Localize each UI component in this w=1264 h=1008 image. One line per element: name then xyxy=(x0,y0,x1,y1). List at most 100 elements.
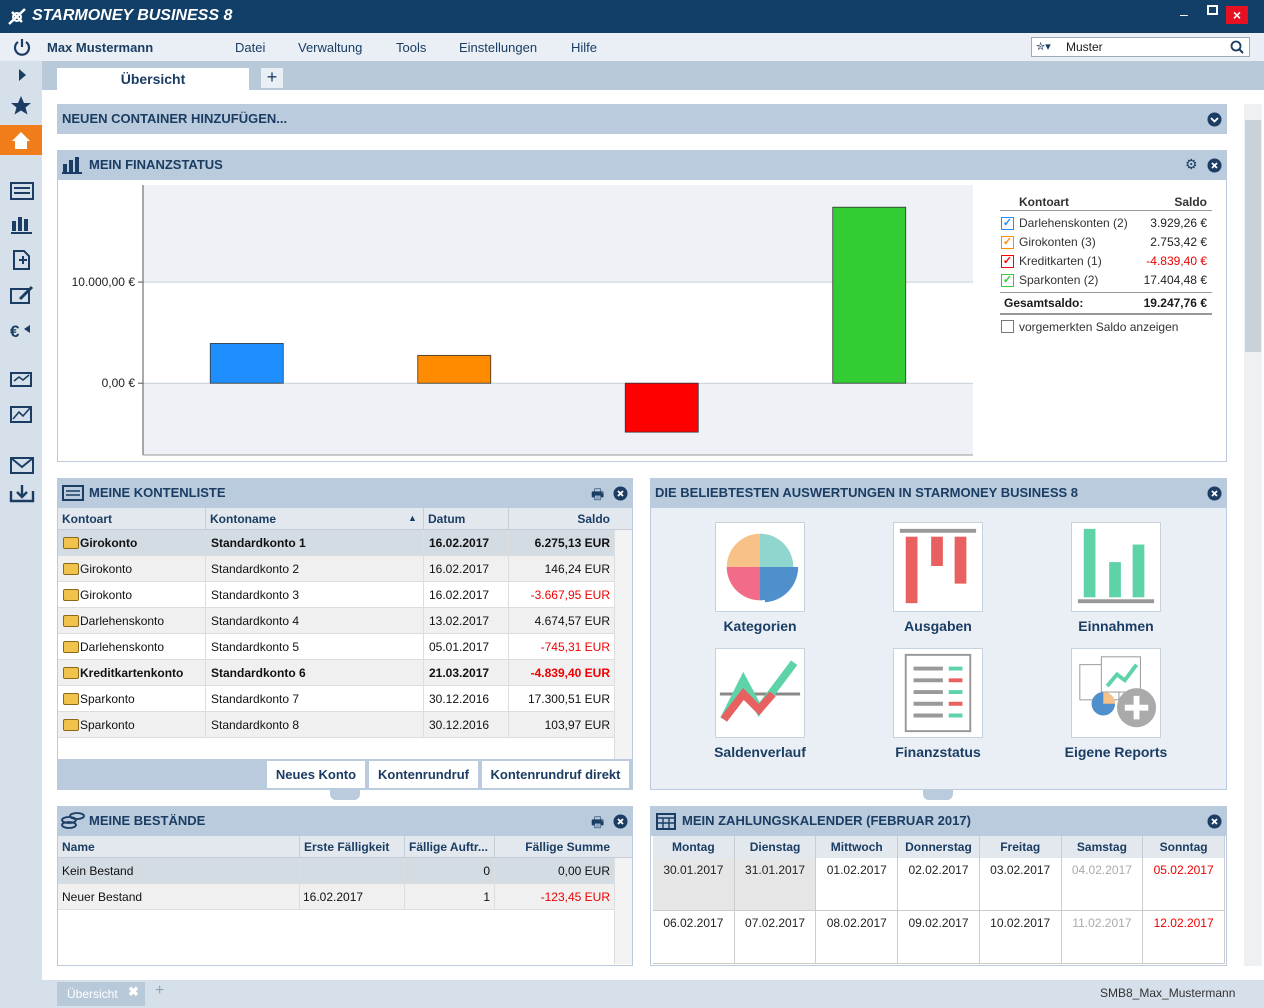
table-row[interactable] xyxy=(58,530,614,556)
table-cell: Kreditkartenkonto xyxy=(80,666,184,680)
tile-label[interactable]: Eigene Reports xyxy=(1064,744,1168,760)
menu-item[interactable]: Verwaltung xyxy=(298,40,363,55)
search-box[interactable] xyxy=(1031,37,1250,57)
account-icon xyxy=(63,563,79,575)
scrollbar-thumb[interactable] xyxy=(1245,120,1261,352)
resize-handle[interactable] xyxy=(330,790,360,800)
button[interactable]: Kontenrundruf xyxy=(368,760,479,789)
close-panel[interactable] xyxy=(1207,486,1222,501)
calendar-day[interactable]: 30.01.2017 xyxy=(653,858,735,911)
tile-icon[interactable] xyxy=(715,648,805,738)
tile-icon[interactable] xyxy=(893,648,983,738)
table-row[interactable] xyxy=(58,686,614,712)
tile-label[interactable]: Saldenverlauf xyxy=(714,744,806,760)
tile-label[interactable]: Einnahmen xyxy=(1078,618,1154,634)
tab[interactable]: Übersicht xyxy=(57,68,249,90)
checkbox-label[interactable]: vorgemerkten Saldo anzeigen xyxy=(1019,320,1179,334)
column-header[interactable]: Kontoart xyxy=(62,512,112,526)
calendar-day[interactable]: 06.02.2017 xyxy=(653,911,735,964)
calendar-day[interactable]: 01.02.2017 xyxy=(816,858,899,911)
tile-icon[interactable] xyxy=(1071,648,1161,738)
legend-checkbox[interactable]: ✓ xyxy=(1001,217,1014,230)
add-tab[interactable]: + xyxy=(155,982,165,999)
weekday-header: Freitag xyxy=(979,836,1062,858)
menu-item[interactable]: Datei xyxy=(235,40,266,55)
table-cell: 103,97 EUR xyxy=(508,712,614,738)
add-container-bar[interactable]: NEUEN CONTAINER HINZUFÜGEN... xyxy=(57,104,1227,134)
calendar-day[interactable]: 09.02.2017 xyxy=(898,911,980,964)
search-text[interactable]: Muster xyxy=(1066,40,1103,54)
print-icon[interactable]: 🖶 xyxy=(591,486,605,502)
calendar-day[interactable]: 05.02.2017 xyxy=(1143,858,1225,911)
calendar-day[interactable]: 10.02.2017 xyxy=(979,911,1062,964)
checkbox[interactable] xyxy=(1001,320,1014,333)
calendar-day[interactable]: 02.02.2017 xyxy=(898,858,980,911)
panel-header: MEIN FINANZSTATUS xyxy=(57,150,1227,180)
power-button[interactable] xyxy=(12,38,32,56)
settings-icon[interactable]: ⚙ xyxy=(1185,156,1198,172)
maximize-button[interactable] xyxy=(1207,5,1218,15)
column-header[interactable]: Datum xyxy=(423,508,508,530)
table-cell: 13.02.2017 xyxy=(423,608,508,634)
status-tab[interactable]: Übersicht xyxy=(57,982,145,1006)
calendar-day[interactable]: 07.02.2017 xyxy=(734,911,817,964)
calendar-day[interactable]: 11.02.2017 xyxy=(1061,911,1144,964)
table-row[interactable] xyxy=(58,858,614,884)
column-header[interactable]: Saldo xyxy=(508,508,614,530)
column-header[interactable]: Erste Fälligkeit xyxy=(299,836,404,858)
close-panel[interactable] xyxy=(613,486,628,501)
panel-header: MEIN ZAHLUNGSKALENDER (FEBRUAR 2017) xyxy=(650,806,1227,836)
expand-icon[interactable] xyxy=(1207,112,1222,127)
calendar-day[interactable]: 08.02.2017 xyxy=(816,911,899,964)
calendar-day[interactable]: 12.02.2017 xyxy=(1143,911,1225,964)
calendar-day[interactable]: 04.02.2017 xyxy=(1061,858,1144,911)
tile-icon[interactable] xyxy=(715,522,805,612)
table-cell: 0,00 EUR xyxy=(557,864,610,878)
menu-item[interactable]: Hilfe xyxy=(571,40,598,55)
column-header[interactable]: Name xyxy=(62,840,95,854)
table-cell: -745,31 EUR xyxy=(508,634,614,660)
calendar-day[interactable]: 03.02.2017 xyxy=(979,858,1062,911)
close-panel[interactable] xyxy=(1207,814,1222,829)
total-label: Gesamtsaldo: xyxy=(1004,296,1084,310)
table-row[interactable] xyxy=(58,608,614,634)
close-panel[interactable] xyxy=(1207,158,1222,173)
menu-item[interactable]: Einstellungen xyxy=(459,40,538,55)
legend-value: 17.404,48 € xyxy=(1143,273,1207,287)
column-header[interactable]: Fällige Summe xyxy=(494,836,614,858)
resize-handle[interactable] xyxy=(923,790,953,800)
menu-item[interactable]: Tools xyxy=(396,40,427,55)
calendar-day[interactable]: 31.01.2017 xyxy=(734,858,817,911)
table-cell: 30.12.2016 xyxy=(423,686,508,712)
table-row[interactable] xyxy=(58,712,614,738)
y-tick-label: 10.000,00 € xyxy=(72,275,136,289)
button[interactable]: Kontenrundruf direkt xyxy=(481,760,630,789)
column-header[interactable]: Fällige Auftr... xyxy=(404,836,494,858)
table-row[interactable] xyxy=(58,582,614,608)
column-header[interactable]: Kontoname xyxy=(205,508,423,530)
tile-label[interactable]: Kategorien xyxy=(723,618,797,634)
close-button[interactable]: × xyxy=(1226,6,1248,24)
cell-divider xyxy=(404,884,405,910)
table-row[interactable] xyxy=(58,556,614,582)
print-icon[interactable]: 🖶 xyxy=(591,814,605,830)
table-row[interactable] xyxy=(58,634,614,660)
close-tab[interactable]: ✖ xyxy=(128,984,139,999)
legend-checkbox[interactable]: ✓ xyxy=(1001,236,1014,249)
search-icon[interactable] xyxy=(1230,40,1244,54)
legend-checkbox[interactable]: ✓ xyxy=(1001,255,1014,268)
close-panel[interactable] xyxy=(613,814,628,829)
search-scope[interactable]: ✮▾ xyxy=(1036,41,1051,53)
table-row[interactable] xyxy=(58,660,614,686)
table-cell: Kein Bestand xyxy=(62,864,134,878)
table-row[interactable] xyxy=(58,884,614,910)
tile-icon[interactable] xyxy=(1071,522,1161,612)
minimize-button[interactable]: – xyxy=(1180,6,1188,22)
button[interactable]: Neues Konto xyxy=(266,760,366,789)
tile-label[interactable]: Ausgaben xyxy=(904,618,972,634)
add-tab-button[interactable]: + xyxy=(261,68,283,88)
legend-checkbox[interactable]: ✓ xyxy=(1001,274,1014,287)
sort-indicator[interactable]: ▲ xyxy=(408,513,417,523)
tile-label[interactable]: Finanzstatus xyxy=(895,744,981,760)
tile-icon[interactable] xyxy=(893,522,983,612)
